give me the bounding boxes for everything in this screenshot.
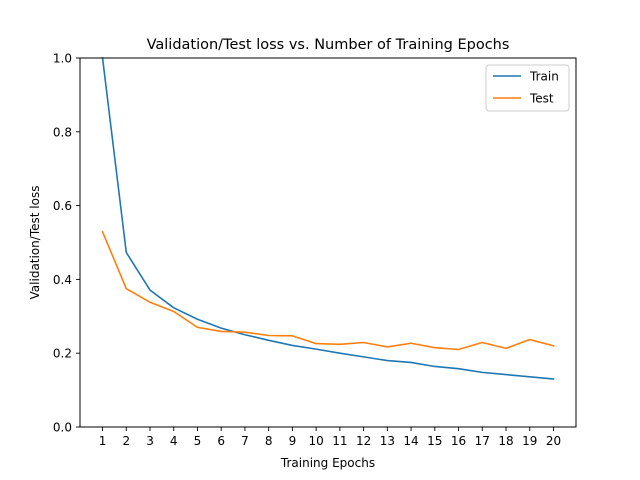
- x-tick-label: 19: [522, 434, 537, 448]
- series-line-test: [101, 230, 555, 351]
- x-tick-label: 1: [99, 434, 107, 448]
- legend-label-train: Train: [529, 70, 559, 84]
- x-tick-label: 5: [194, 434, 202, 448]
- x-tick-label: 4: [170, 434, 178, 448]
- x-tick-label: 2: [122, 434, 130, 448]
- x-tick-label: 11: [332, 434, 347, 448]
- x-tick-label: 13: [380, 434, 395, 448]
- x-tick-label: 7: [241, 434, 249, 448]
- x-tick-label: 18: [498, 434, 513, 448]
- x-tick-label: 8: [265, 434, 273, 448]
- series-line-train: [101, 57, 555, 380]
- y-tick-label: 0.6: [53, 199, 72, 213]
- series-layer: [101, 57, 555, 380]
- x-axis-label: Training Epochs: [280, 456, 375, 470]
- y-tick-label: 0.4: [53, 273, 72, 287]
- x-tick-label: 16: [451, 434, 466, 448]
- x-axis: 1 2 3 4 5 6 7 8 9 10 11 12 13 14 15 16 17 18 19 20: [99, 427, 561, 448]
- x-tick-label: 10: [308, 434, 323, 448]
- legend: Train Test: [485, 64, 570, 112]
- x-tick-label: 9: [289, 434, 297, 448]
- chart-title: Validation/Test loss vs. Number of Train…: [147, 37, 510, 53]
- x-tick-label: 3: [146, 434, 154, 448]
- y-tick-label: 0.2: [53, 347, 72, 361]
- y-axis-label: Validation/Test loss: [28, 186, 42, 300]
- y-tick-label: 1.0: [53, 52, 72, 66]
- y-tick-label: 0.8: [53, 125, 72, 139]
- x-tick-label: 14: [403, 434, 418, 448]
- plot-area-frame: [79, 57, 577, 428]
- x-tick-label: 12: [356, 434, 371, 448]
- legend-label-test: Test: [529, 92, 554, 106]
- y-tick-label: 0.0: [53, 421, 72, 435]
- x-tick-label: 6: [217, 434, 225, 448]
- y-axis: 0.0 0.2 0.4 0.6 0.8 1.0: [53, 52, 80, 435]
- x-tick-label: 17: [475, 434, 490, 448]
- x-tick-label: 15: [427, 434, 442, 448]
- x-tick-label: 20: [546, 434, 561, 448]
